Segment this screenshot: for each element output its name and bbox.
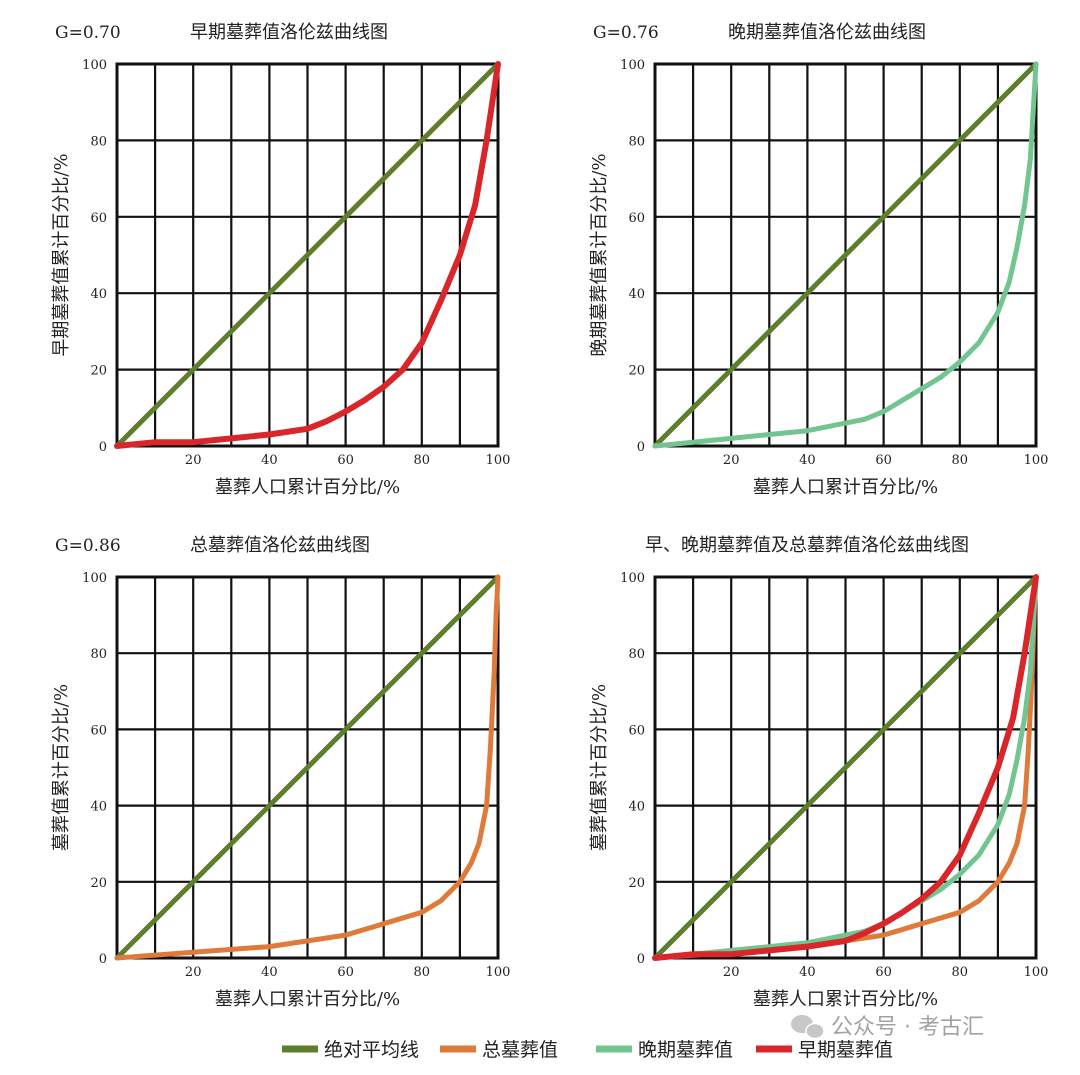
x-tick-label: 20 [185,965,202,980]
gini-annotation: G=0.86 [55,536,121,556]
plot-frame [115,62,500,448]
series-line-late [652,61,1039,449]
x-tick-label: 80 [414,453,431,468]
chart-panel-2: 晚期墓葬值洛伦兹曲线图 G=0.76 0 20 40 60 80 100 20 40 60 80 100… [589,22,1048,498]
x-tick-label: 40 [799,965,816,980]
x-axis-label: 墓葬人口累计百分比/% [215,477,400,498]
chart-title: 早期墓葬值洛伦兹曲线图 [190,22,388,43]
chart-panel-3: 总墓葬值洛伦兹曲线图 G=0.86 0 20 40 60 80 100 20 40 60 80 100 墓… [51,535,510,1010]
y-tick-label: 100 [620,571,645,586]
legend: 绝对平均线 总墓葬值 晚期墓葬值 早期墓葬值 [282,1039,893,1061]
legend-label-late: 晚期墓葬值 [638,1039,733,1061]
y-tick-label: 40 [90,800,107,815]
legend-label-early: 早期墓葬值 [798,1039,893,1061]
x-axis-label: 墓葬人口累计百分比/% [753,477,938,498]
y-axis-label: 墓葬值累计百分比/% [589,684,610,851]
x-tick-label: 80 [952,453,969,468]
gini-annotation: G=0.76 [593,23,659,43]
chart-title: 晚期墓葬值洛伦兹曲线图 [728,22,926,43]
chart-title: 总墓葬值洛伦兹曲线图 [190,535,370,556]
y-tick-label: 60 [628,211,645,226]
x-tick-label: 100 [486,965,511,980]
y-axis-label: 墓葬值累计百分比/% [51,684,72,851]
x-tick-label: 60 [875,453,892,468]
x-tick-label: 100 [1024,453,1049,468]
y-tick-label: 20 [628,876,645,891]
chart-title: 早、晚期墓葬值及总墓葬值洛伦兹曲线图 [645,535,969,556]
y-tick-label: 20 [90,876,107,891]
x-axis-label: 墓葬人口累计百分比/% [215,989,400,1010]
y-tick-label: 0 [637,952,645,967]
series-line-equality [114,574,501,961]
x-tick-label: 20 [185,453,202,468]
plot-frame [115,575,500,960]
x-tick-label: 80 [414,965,431,980]
x-tick-label: 100 [1024,965,1049,980]
y-tick-label: 80 [90,134,107,149]
wechat-icon [791,1015,825,1040]
y-tick-label: 0 [99,952,107,967]
series-line-early [114,61,501,449]
series-line-equality [652,61,1039,449]
y-tick-label: 80 [628,647,645,662]
y-tick-label: 0 [637,440,645,455]
y-tick-label: 60 [628,723,645,738]
x-tick-label: 100 [486,453,511,468]
y-tick-label: 40 [628,800,645,815]
x-tick-label: 60 [337,453,354,468]
y-tick-label: 80 [90,647,107,662]
series-line-total [114,574,501,961]
chart-panel-4: 早、晚期墓葬值及总墓葬值洛伦兹曲线图 0 20 40 60 80 100 20 40 60 80 10… [589,535,1048,1010]
plot-frame [653,62,1038,448]
y-tick-label: 60 [90,723,107,738]
x-tick-label: 20 [723,965,740,980]
plot-frame [653,575,1038,960]
y-tick-label: 40 [628,287,645,302]
y-tick-label: 60 [90,211,107,226]
y-tick-label: 20 [628,364,645,379]
legend-label-equality: 绝对平均线 [324,1039,419,1061]
y-tick-label: 100 [82,58,107,73]
y-tick-label: 20 [90,364,107,379]
y-tick-label: 100 [82,571,107,586]
y-tick-label: 40 [90,287,107,302]
y-tick-label: 80 [628,134,645,149]
series-line-equality [114,61,501,449]
series-line-early [652,574,1039,961]
x-tick-label: 20 [723,453,740,468]
x-tick-label: 80 [952,965,969,980]
watermark: 公众号 · 考古汇 [791,1015,984,1040]
x-tick-label: 60 [337,965,354,980]
x-tick-label: 40 [261,453,278,468]
x-tick-label: 60 [875,965,892,980]
y-axis-label: 晚期墓葬值累计百分比/% [589,153,610,356]
y-tick-label: 0 [99,440,107,455]
y-tick-label: 100 [620,58,645,73]
gini-annotation: G=0.70 [55,23,121,43]
series-line-equality [652,574,1039,961]
legend-label-total: 总墓葬值 [482,1039,558,1061]
watermark-text: 公众号 · 考古汇 [831,1015,984,1040]
x-axis-label: 墓葬人口累计百分比/% [753,989,938,1010]
chart-panel-1: 早期墓葬值洛伦兹曲线图 G=0.70 0 20 40 60 80 100 20 40 60 80 100… [51,22,510,498]
x-tick-label: 40 [261,965,278,980]
x-tick-label: 40 [799,453,816,468]
y-axis-label: 早期墓葬值累计百分比/% [51,153,72,356]
